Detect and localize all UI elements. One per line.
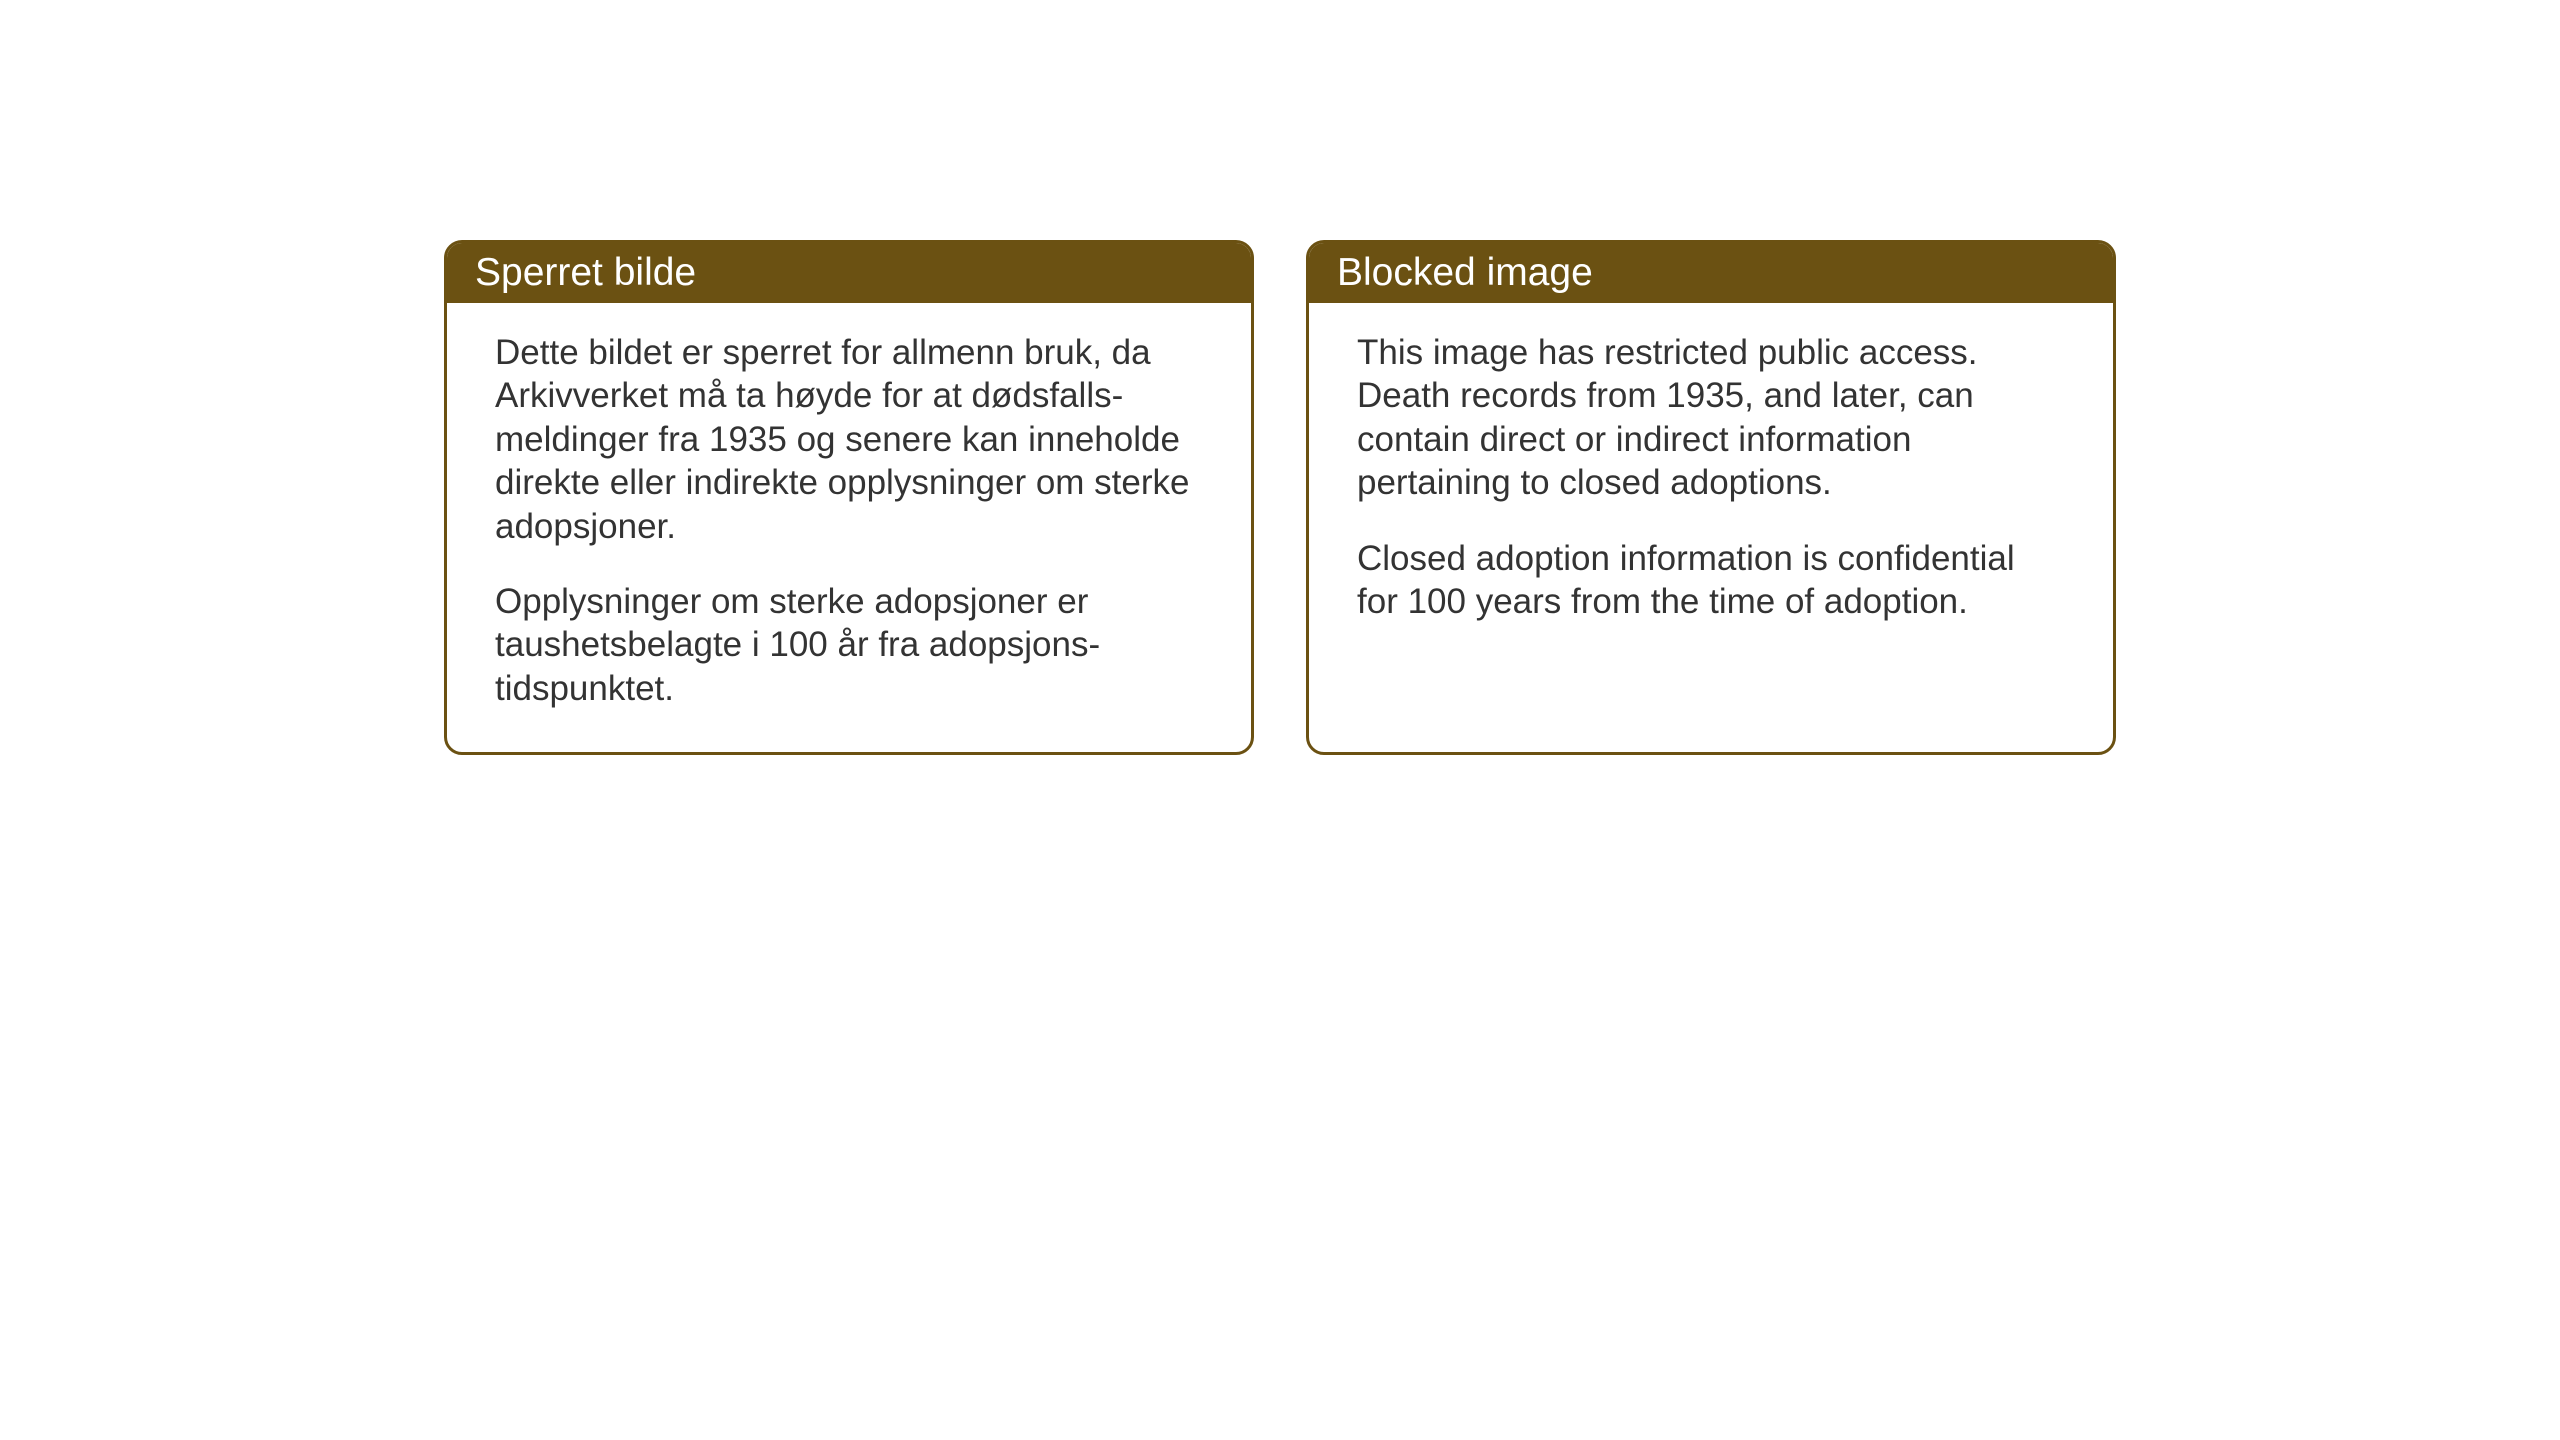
notice-body-english: This image has restricted public access.… [1309,303,2113,665]
notice-paragraph: Opplysninger om sterke adopsjoner er tau… [495,580,1203,710]
notice-box-norwegian: Sperret bilde Dette bildet er sperret fo… [444,240,1254,755]
notice-container: Sperret bilde Dette bildet er sperret fo… [444,240,2116,755]
notice-paragraph: This image has restricted public access.… [1357,331,2065,505]
notice-body-norwegian: Dette bildet er sperret for allmenn bruk… [447,303,1251,752]
notice-header-norwegian: Sperret bilde [447,243,1251,303]
notice-box-english: Blocked image This image has restricted … [1306,240,2116,755]
notice-header-english: Blocked image [1309,243,2113,303]
notice-paragraph: Dette bildet er sperret for allmenn bruk… [495,331,1203,548]
notice-paragraph: Closed adoption information is confident… [1357,537,2065,624]
